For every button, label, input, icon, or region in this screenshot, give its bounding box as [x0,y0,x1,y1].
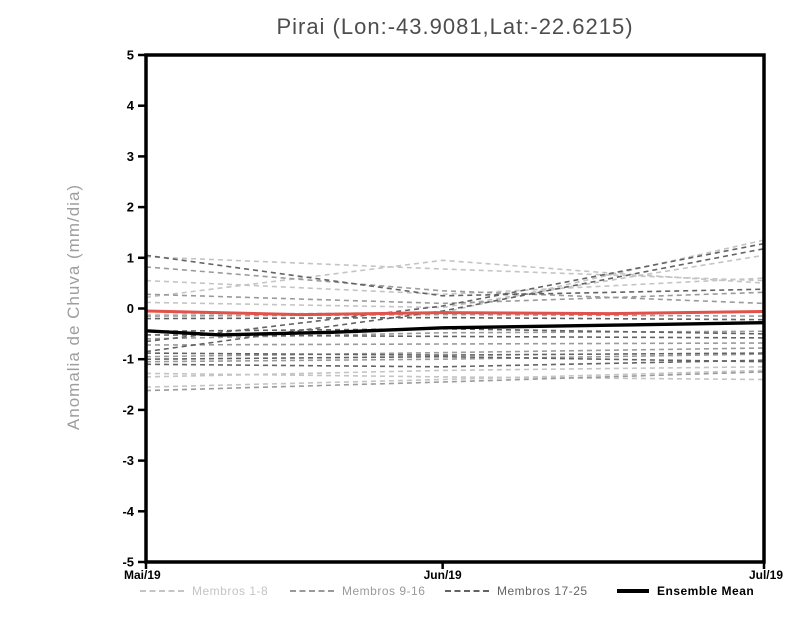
legend-solid-line-swatch [617,589,649,593]
legend-label: Membros 1-8 [192,584,269,598]
y-tick-label: 1 [127,250,134,265]
legend-item-1: Membros 1-8 [140,582,268,600]
y-tick-label: 5 [127,48,134,63]
y-tick-label: 0 [127,301,134,316]
ensemble-member-line-18 [146,242,764,343]
legend-label: Membros 17-25 [497,584,588,598]
legend-label: Ensemble Mean [657,584,755,598]
legend: Membros 1-8 Membros 9-16 Membros 17-25 Ense… [0,582,800,600]
ensemble-member-line-13 [146,342,764,346]
y-tick-label: 2 [127,200,134,215]
ensemble-member-line-11 [146,313,764,317]
x-tick-label: Mai/19 [124,568,161,582]
legend-item-3: Membros 17-25 [445,582,588,600]
ensemble-mean-line [146,321,764,337]
reference-line [146,309,764,317]
y-tick-label: -3 [122,453,134,468]
ensemble-member-line-19 [146,247,764,353]
legend-dashed-line-swatch [290,590,334,592]
y-tick-label: -5 [122,555,134,570]
x-tick-label: Jun/19 [424,568,462,582]
legend-dashed-line-swatch [445,590,489,592]
legend-label: Membros 9-16 [342,584,426,598]
ensemble-member-line-17 [146,254,764,297]
legend-dashed-line-swatch [140,590,184,592]
y-tick-label: 4 [127,98,135,113]
y-tick-label: -1 [122,352,134,367]
axis-frame [144,53,766,564]
ensemble-member-line-20 [146,316,764,321]
y-tick-label: -2 [122,402,134,417]
y-tick-label: -4 [122,504,134,519]
legend-item-4: Ensemble Mean [617,582,754,600]
y-tick-label: 3 [127,149,134,164]
ensemble-member-line-9 [146,266,764,305]
ensemble-member-line-7 [146,254,764,309]
chart-title: Pirai (Lon:-43.9081,Lat:-22.6215) [276,14,634,39]
x-tick-label: Jul/19 [749,568,783,582]
legend-item-2: Membros 9-16 [290,582,425,600]
